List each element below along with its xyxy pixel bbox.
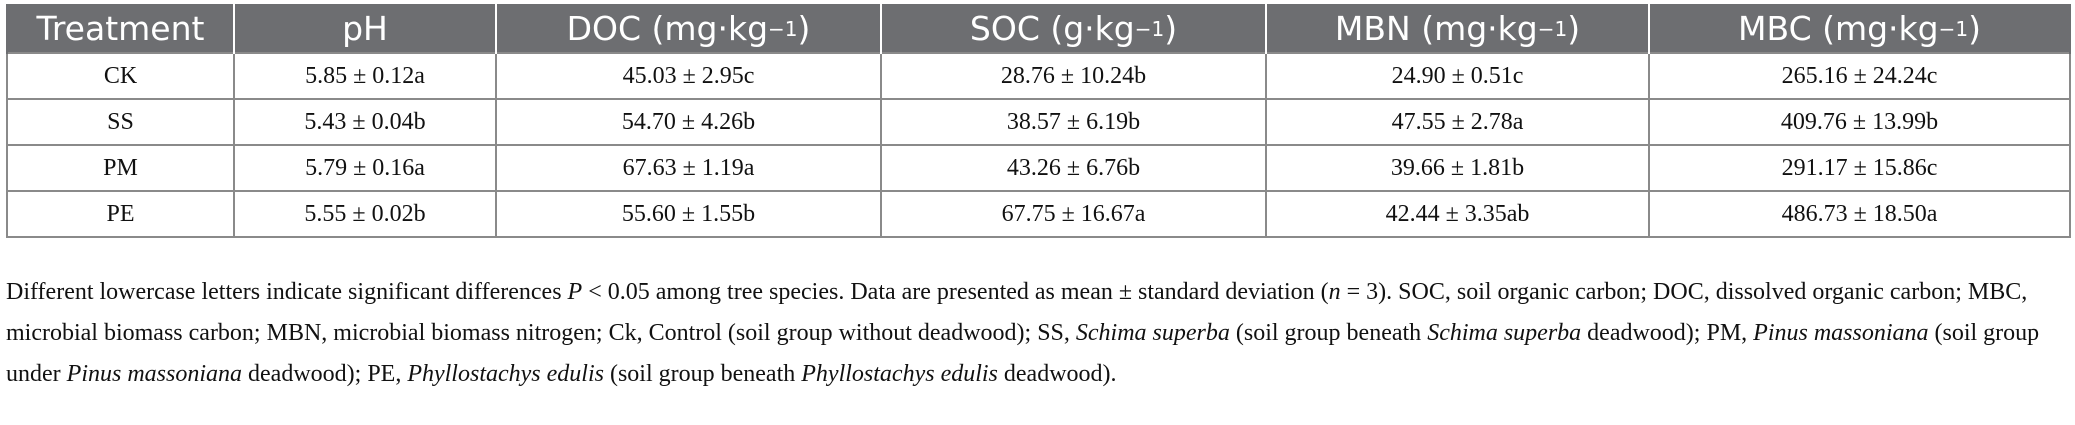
cell-ph: 5.55 ± 0.02b <box>233 190 497 238</box>
header-mbc: MBC (mg·kg−1) <box>1648 4 2071 53</box>
header-row: Treatment pH DOC (mg·kg−1) SOC (g·kg−1) … <box>6 4 2071 53</box>
cell-mbc: 291.17 ± 15.86c <box>1648 144 2071 192</box>
cell-treatment: SS <box>6 98 235 146</box>
cell-soc: 43.26 ± 6.76b <box>880 144 1267 192</box>
cell-mbc: 486.73 ± 18.50a <box>1648 190 2071 238</box>
header-treatment: Treatment <box>6 4 235 53</box>
header-ph: pH <box>233 4 497 53</box>
table-body: CK 5.85 ± 0.12a 45.03 ± 2.95c 28.76 ± 10… <box>6 52 2071 238</box>
data-table-container: Treatment pH DOC (mg·kg−1) SOC (g·kg−1) … <box>6 4 2071 238</box>
cell-mbc: 409.76 ± 13.99b <box>1648 98 2071 146</box>
header-mbn: MBN (mg·kg−1) <box>1265 4 1650 53</box>
cell-mbn: 39.66 ± 1.81b <box>1265 144 1650 192</box>
cell-treatment: CK <box>6 52 235 100</box>
cell-mbn: 47.55 ± 2.78a <box>1265 98 1650 146</box>
table-row: SS 5.43 ± 0.04b 54.70 ± 4.26b 38.57 ± 6.… <box>6 98 2071 146</box>
cell-ph: 5.43 ± 0.04b <box>233 98 497 146</box>
cell-mbn: 42.44 ± 3.35ab <box>1265 190 1650 238</box>
data-table: Treatment pH DOC (mg·kg−1) SOC (g·kg−1) … <box>6 4 2071 238</box>
cell-soc: 67.75 ± 16.67a <box>880 190 1267 238</box>
cell-ph: 5.85 ± 0.12a <box>233 52 497 100</box>
header-soc: SOC (g·kg−1) <box>880 4 1267 53</box>
cell-mbn: 24.90 ± 0.51c <box>1265 52 1650 100</box>
table-row: PM 5.79 ± 0.16a 67.63 ± 1.19a 43.26 ± 6.… <box>6 144 2071 192</box>
cell-ph: 5.79 ± 0.16a <box>233 144 497 192</box>
cell-doc: 55.60 ± 1.55b <box>495 190 882 238</box>
cell-soc: 28.76 ± 10.24b <box>880 52 1267 100</box>
header-doc: DOC (mg·kg−1) <box>495 4 882 53</box>
cell-soc: 38.57 ± 6.19b <box>880 98 1267 146</box>
cell-doc: 45.03 ± 2.95c <box>495 52 882 100</box>
table-row: PE 5.55 ± 0.02b 55.60 ± 1.55b 67.75 ± 16… <box>6 190 2071 238</box>
cell-doc: 54.70 ± 4.26b <box>495 98 882 146</box>
table-header: Treatment pH DOC (mg·kg−1) SOC (g·kg−1) … <box>6 4 2071 53</box>
cell-treatment: PE <box>6 190 235 238</box>
cell-mbc: 265.16 ± 24.24c <box>1648 52 2071 100</box>
cell-doc: 67.63 ± 1.19a <box>495 144 882 192</box>
table-footnote: Different lowercase letters indicate sig… <box>6 279 2040 387</box>
table-row: CK 5.85 ± 0.12a 45.03 ± 2.95c 28.76 ± 10… <box>6 52 2071 100</box>
cell-treatment: PM <box>6 144 235 192</box>
